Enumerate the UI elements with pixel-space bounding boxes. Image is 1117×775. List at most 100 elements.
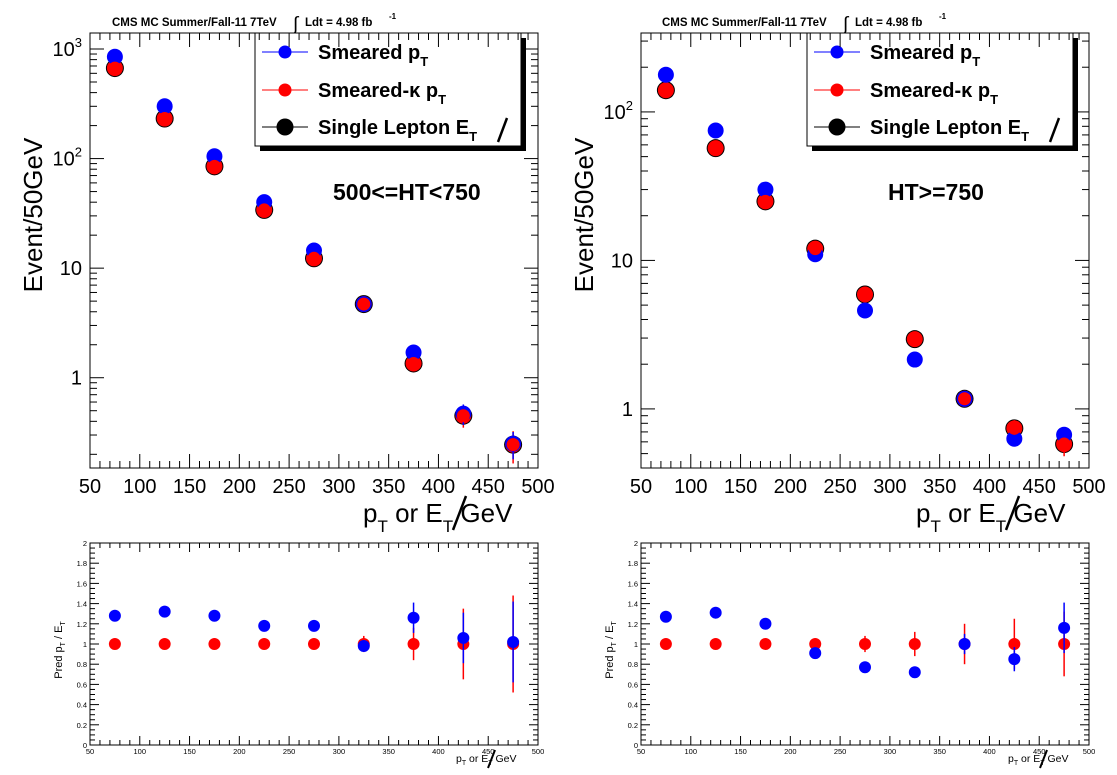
xlabel-mid: or E	[388, 498, 443, 528]
data-point	[457, 631, 470, 644]
svg-text:pT or ET GeV: pT or ET GeV	[363, 498, 513, 536]
data-point	[757, 181, 774, 198]
data-point	[407, 611, 420, 624]
header-left: CMS MC Summer/Fall-11 7TeV ∫ Ldt = 4.98 …	[112, 12, 397, 35]
x-tick-label: 400	[983, 747, 996, 756]
data-point	[659, 610, 672, 623]
header-lumi-exponent: -1	[389, 12, 397, 21]
svg-text:Smeared pT: Smeared pT	[318, 42, 428, 69]
x-tick-label: 200	[774, 476, 807, 498]
y-tick-label: 103	[53, 35, 82, 61]
x-tick-label: 150	[724, 476, 757, 498]
xlabel-sub2: T	[996, 517, 1006, 536]
x-tick-label: 450	[1023, 476, 1056, 498]
y-tick-label: 0.2	[628, 721, 638, 730]
data-point	[507, 635, 520, 648]
data-point	[908, 638, 921, 650]
y-tick-label: 0.2	[77, 721, 87, 730]
met-slash	[1039, 749, 1048, 769]
data-point	[908, 666, 921, 679]
legend-marker-red	[830, 83, 844, 97]
legend-marker-black	[828, 118, 846, 136]
x-tick-label: 300	[873, 476, 906, 498]
y-tick-label: 1.2	[628, 620, 638, 629]
xlabel-mid: or E	[941, 498, 996, 528]
lower-left-ylabel: Pred pT / ET	[53, 621, 67, 679]
y-tick-label: 1	[622, 399, 633, 421]
upper-right-ylabel-group: Event/50GeV	[569, 137, 599, 292]
y-tick-label: 1	[634, 640, 638, 649]
legend-entry-smeared-pt: Smeared pT	[262, 42, 428, 69]
legend-entry-smeared-kappa-pt: Smeared-κ pT	[814, 80, 998, 107]
data-point	[405, 344, 422, 361]
legend-right: Smeared pT Smeared-κ pT Single Lepton ET	[806, 32, 1078, 151]
data-point	[108, 638, 121, 650]
data-point	[958, 392, 972, 406]
lower-right-xlabel: pT or ET GeV	[1008, 749, 1069, 769]
svg-text:Pred pT / ET: Pred pT / ET	[604, 621, 618, 679]
x-tick-label: 250	[283, 747, 296, 756]
svg-text:Smeared-κ pT: Smeared-κ pT	[870, 80, 998, 107]
xlabel-main: p	[363, 498, 377, 528]
integral-symbol: ∫	[292, 14, 300, 35]
data-point	[958, 638, 971, 650]
header-title: CMS MC Summer/Fall-11 7TeV	[112, 17, 277, 29]
plot-frame	[640, 32, 1090, 469]
y-tick-label: 1.2	[77, 620, 87, 629]
data-point	[759, 617, 772, 630]
legend-entry-single-lepton-met: Single Lepton ET	[262, 117, 509, 144]
data-point	[1056, 426, 1073, 443]
data-point	[808, 242, 822, 256]
data-point	[659, 83, 673, 97]
met-slash	[451, 495, 468, 531]
y-tick-label: 102	[53, 145, 82, 171]
upper-left-plot: 50 100 150 200 250 300 350 400 450 500 1 10 102 103	[53, 32, 555, 498]
data-point	[158, 638, 171, 650]
x-tick-label: 250	[272, 476, 305, 498]
data-point	[859, 638, 871, 650]
x-tick-label: 500	[1083, 747, 1096, 756]
data-point	[108, 609, 121, 622]
data-point	[308, 638, 320, 650]
y-tick-label: 0.4	[77, 701, 87, 710]
xlabel-unit: GeV	[1006, 498, 1066, 528]
y-tick-label: 1.6	[77, 579, 87, 588]
upper-left-ylabel: Event/50GeV	[18, 137, 48, 292]
data-point	[208, 638, 221, 650]
y-tick-label: 1	[71, 368, 82, 390]
header-lumi: Ldt = 4.98 fb	[305, 17, 372, 29]
x-tick-label: 50	[79, 476, 101, 498]
y-tick-label: 0	[634, 741, 638, 750]
data-point	[709, 606, 722, 619]
x-tick-label: 150	[734, 747, 747, 756]
x-tick-label: 50	[86, 747, 94, 756]
data-point	[506, 438, 520, 452]
data-point	[206, 148, 223, 165]
x-tick-label: 400	[432, 747, 445, 756]
upper-right-xlabel: pT or ET GeV	[916, 495, 1066, 536]
data-point	[659, 638, 672, 650]
y-tick-label: 1.6	[628, 579, 638, 588]
svg-text:Smeared pT: Smeared pT	[870, 42, 980, 69]
data-point	[906, 351, 923, 368]
x-tick-label: 200	[784, 747, 797, 756]
svg-text:Pred pT / ET: Pred pT / ET	[53, 621, 67, 679]
ht-annotation-left: 500<=HT<750	[333, 179, 481, 205]
legend-marker-black	[276, 118, 294, 136]
data-point	[257, 203, 271, 217]
header-title: CMS MC Summer/Fall-11 7TeV	[662, 17, 827, 29]
y-tick-label: 0.8	[77, 660, 87, 669]
data-point	[156, 98, 173, 115]
x-tick-label: 350	[933, 747, 946, 756]
y-tick-label: 1.8	[77, 559, 87, 568]
data-point	[1057, 437, 1071, 451]
met-slash	[487, 749, 496, 769]
data-point	[456, 409, 470, 423]
x-tick-label: 300	[322, 476, 355, 498]
data-point	[759, 638, 772, 650]
x-tick-label: 450	[1033, 747, 1046, 756]
y-tick-label: 1.4	[77, 600, 87, 609]
svg-text:pT or ET GeV: pT or ET GeV	[916, 498, 1066, 536]
data-point	[357, 297, 371, 311]
svg-text:Single Lepton ET: Single Lepton ET	[870, 117, 1029, 144]
